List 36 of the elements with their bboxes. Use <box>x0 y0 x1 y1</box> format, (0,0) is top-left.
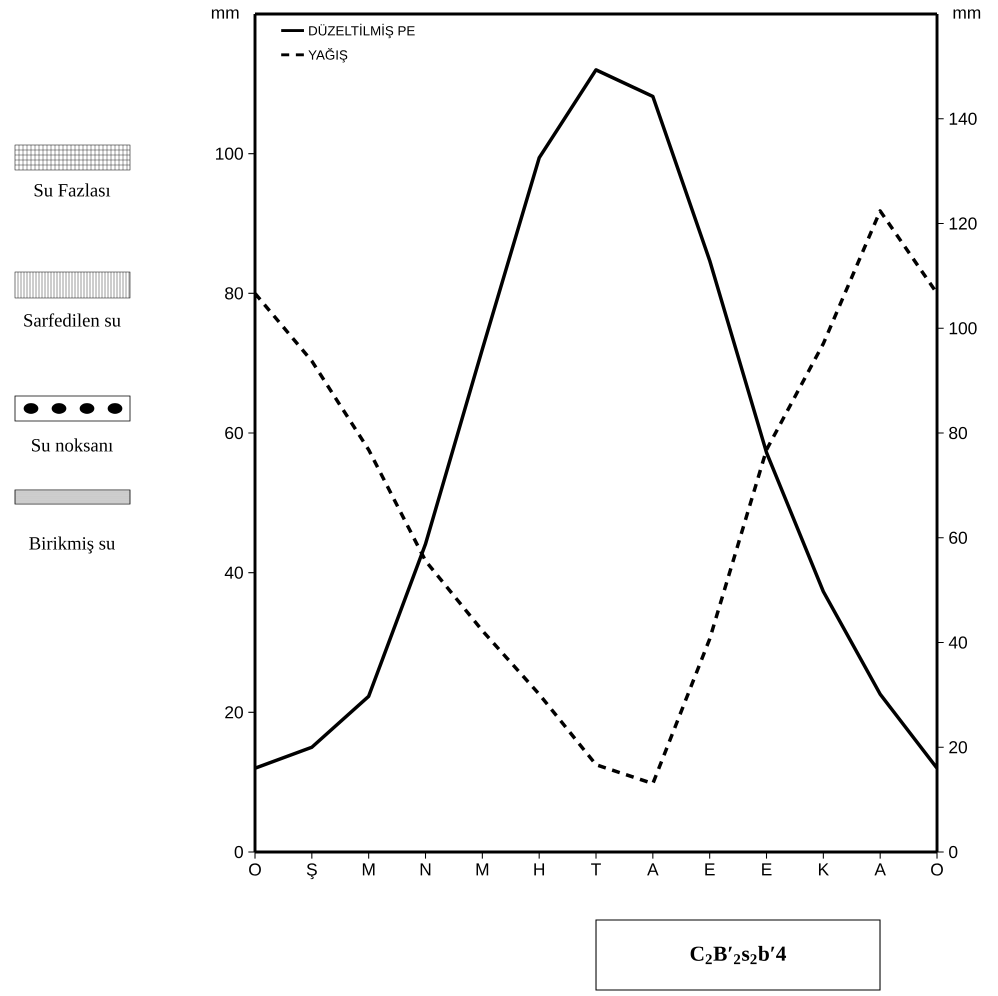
y2-tick-label: 20 <box>949 741 968 754</box>
x-tick-label: O <box>249 863 261 876</box>
y-tick-label: 60 <box>225 426 243 440</box>
y-tick-label: 100 <box>216 148 243 160</box>
y2-tick-label: 120 <box>950 217 977 230</box>
x-tick-label: Ş <box>306 863 317 880</box>
y2-tick-label: 140 <box>950 112 977 125</box>
text: Sarfedilen su <box>24 313 121 327</box>
x-tick-label: K <box>818 863 829 876</box>
x-tick-label: T <box>591 863 601 876</box>
y2-tick-label: 100 <box>950 322 977 334</box>
y-tick-label: 20 <box>225 706 243 718</box>
x-tick-label: H <box>534 863 544 876</box>
y-tick-label: 0 <box>234 846 243 858</box>
y-axis-title: mm <box>212 9 238 19</box>
x-tick-label: O <box>931 863 943 876</box>
x-tick-label: E <box>705 863 715 876</box>
text: C$_{2}$B′$_{2}$s$_{2}$b′4 <box>690 946 786 964</box>
legend-label: DÜZELTİLMİŞ PE <box>309 24 415 38</box>
y2-axis-title: mm <box>954 9 980 19</box>
x-tick-label: E <box>762 863 772 876</box>
x-tick-label: A <box>647 863 659 876</box>
x-tick-label: M <box>476 863 488 876</box>
y2-tick-label: 40 <box>948 636 968 649</box>
text: Birikmiş su <box>29 536 115 554</box>
legend-label: YAĞIŞ <box>308 48 348 62</box>
y2-tick-label: 60 <box>949 532 968 544</box>
text: Su noksanı <box>32 438 113 452</box>
x-tick-label: M <box>362 863 374 876</box>
y2-tick-label: 80 <box>949 426 968 440</box>
text: Su Fazlası <box>34 183 110 197</box>
y2-tick-label: 0 <box>949 846 958 858</box>
y-tick-label: 40 <box>224 566 243 579</box>
x-tick-label: A <box>874 863 886 876</box>
y-tick-label: 80 <box>225 287 243 300</box>
x-tick-label: N <box>420 863 430 876</box>
